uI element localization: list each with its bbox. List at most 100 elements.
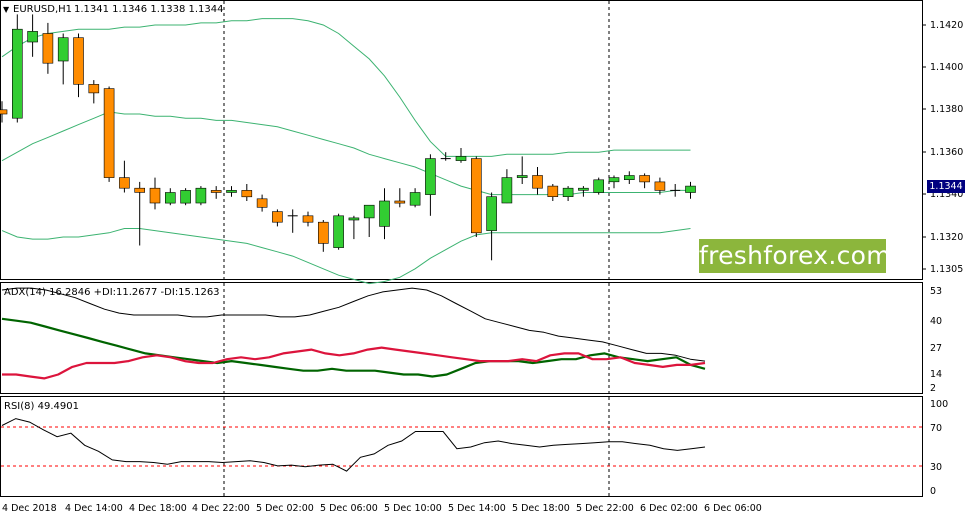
- adx-tick: 27: [930, 343, 942, 354]
- rsi-axis: 100 70 30 0: [930, 399, 948, 497]
- candle-body: [42, 33, 54, 64]
- adx-tick: 40: [930, 316, 942, 327]
- candle-body: [562, 187, 574, 197]
- ohlc-label: 1.1341 1.1346 1.1338 1.1344: [74, 4, 224, 15]
- candle-body: [57, 37, 69, 62]
- adx-axis: 53 40 27 14 2: [930, 286, 942, 394]
- candle-body: [134, 187, 145, 193]
- candle-body: [210, 190, 222, 193]
- rsi-panel-frame: [0, 396, 923, 497]
- time-tick: 5 Dec 02:00: [256, 503, 314, 514]
- rsi-title: RSI(8) 49.4901: [4, 401, 79, 412]
- price-tick: 1.1360: [930, 147, 963, 158]
- candle-body: [73, 37, 84, 85]
- time-axis: 4 Dec 2018 4 Dec 14:00 4 Dec 18:00 4 Dec…: [2, 503, 762, 514]
- price-tick: 1.1320: [930, 232, 963, 243]
- candle-body: [317, 221, 329, 244]
- price-tick: 1.1305: [930, 264, 963, 275]
- candle-body: [409, 192, 421, 206]
- candle-body: [516, 175, 528, 178]
- rsi-tick: 0: [930, 486, 936, 497]
- candlesticks: [0, 14, 696, 261]
- price-axis: 1.1420 1.1400 1.1380 1.1360 1.1340 1.132…: [922, 20, 963, 275]
- plus-di-series-line: [1, 317, 706, 378]
- adx-lines: [1, 287, 706, 380]
- chart-arrow-icon: ▼: [3, 5, 10, 14]
- rsi-levels: [1, 426, 922, 467]
- price-tick: 1.1400: [930, 62, 963, 73]
- candle-body: [195, 187, 207, 204]
- price-tick: 1.1420: [930, 20, 963, 31]
- candle-body: [12, 28, 23, 119]
- time-tick: 6 Dec 02:00: [640, 503, 698, 514]
- candle-body: [226, 190, 237, 193]
- price-panel-frame: [0, 0, 923, 280]
- time-tick: 5 Dec 06:00: [320, 503, 378, 514]
- time-tick: 4 Dec 22:00: [192, 503, 250, 514]
- adx-series-line: [1, 287, 706, 362]
- band-middle-line: [1, 111, 691, 196]
- candle-body: [470, 158, 482, 234]
- candle-body: [578, 187, 589, 191]
- adx-tick: 53: [930, 286, 942, 297]
- adx-title: ADX(14) 16.2846 +DI:11.2677 -DI:15.1263: [4, 287, 220, 298]
- candle-body: [639, 175, 650, 183]
- candle-body: [593, 179, 605, 193]
- rsi-tick: 70: [930, 423, 942, 434]
- candle-body: [119, 177, 130, 189]
- candle-body: [256, 198, 268, 208]
- candle-body: [623, 175, 635, 180]
- candle-body: [486, 196, 497, 231]
- candle-body: [425, 158, 436, 195]
- candle-body: [348, 217, 360, 221]
- candle-body: [363, 204, 375, 219]
- candle-body: [272, 211, 283, 223]
- candle-body: [379, 200, 390, 227]
- band-upper-line: [1, 18, 691, 157]
- price-tick: 1.1380: [930, 104, 963, 115]
- brand-watermark: freshforex.com: [699, 239, 891, 273]
- time-tick: 5 Dec 22:00: [576, 503, 634, 514]
- adx-tick: 2: [930, 383, 936, 394]
- candle-body: [532, 175, 543, 189]
- candle-body: [394, 200, 406, 204]
- time-tick: 4 Dec 14:00: [65, 503, 123, 514]
- adx-panel-frame: [0, 282, 923, 394]
- candle-body: [333, 215, 344, 248]
- candle-body: [0, 109, 8, 115]
- day-separators: [223, 1, 610, 497]
- candle-body: [88, 84, 100, 94]
- rsi-series-line: [1, 418, 706, 472]
- candle-body: [501, 177, 513, 204]
- time-tick: 4 Dec 18:00: [129, 503, 187, 514]
- time-tick: 5 Dec 10:00: [384, 503, 442, 514]
- candle-body: [241, 190, 253, 198]
- candle-body: [302, 215, 314, 223]
- candle-body: [27, 31, 38, 43]
- time-tick: 4 Dec 2018: [2, 503, 57, 514]
- rsi-tick: 100: [930, 399, 948, 410]
- candle-body: [547, 185, 559, 198]
- rsi-line: [1, 418, 706, 472]
- candle-body: [165, 192, 176, 204]
- price-tick: 1.1340: [930, 189, 963, 200]
- current-price-badge: 1.1344: [927, 180, 965, 193]
- candle-body: [608, 177, 620, 183]
- time-tick: 6 Dec 06:00: [704, 503, 762, 514]
- candle-body: [455, 156, 467, 161]
- symbol-label: EURUSD,H1: [13, 4, 72, 15]
- candle-body: [149, 187, 161, 204]
- candle-body: [685, 185, 696, 193]
- minus-di-series-line: [2, 346, 706, 380]
- rsi-tick: 30: [930, 462, 942, 473]
- time-tick: 5 Dec 18:00: [512, 503, 570, 514]
- adx-tick: 14: [930, 369, 942, 380]
- band-lower-line: [1, 228, 691, 285]
- bollinger-bands: [1, 18, 691, 285]
- candle-body: [103, 88, 115, 178]
- time-tick: 5 Dec 14:00: [448, 503, 506, 514]
- candle-body: [180, 190, 191, 204]
- candle-body: [654, 181, 666, 191]
